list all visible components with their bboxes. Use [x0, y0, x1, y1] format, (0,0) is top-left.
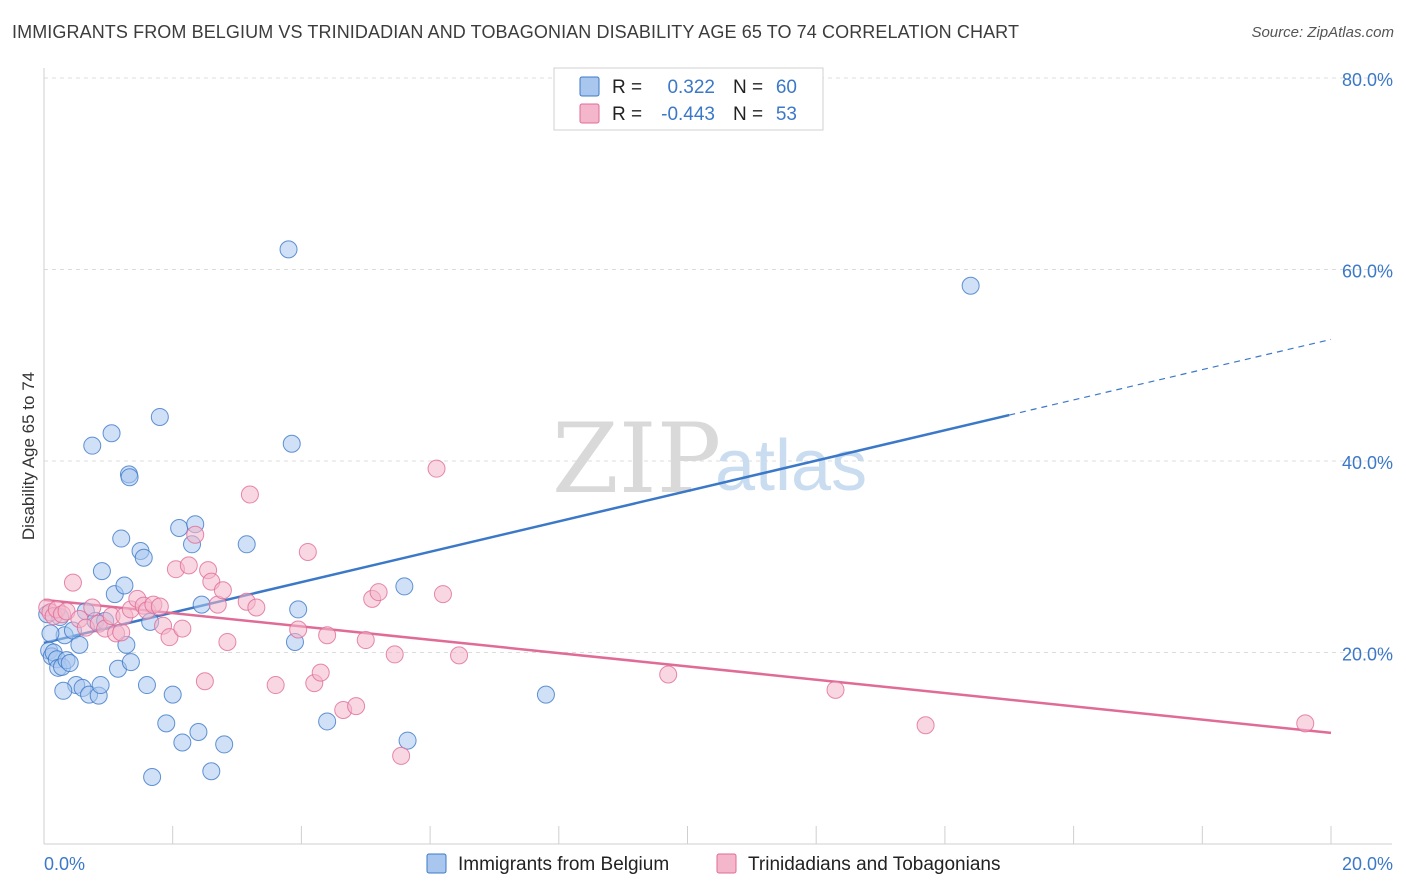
- watermark-zip: ZIP: [552, 403, 721, 515]
- blue-data-point: [157, 714, 176, 733]
- blue-data-point: [137, 676, 156, 695]
- bottom-legend-label-pink: Trinidadians and Tobagonians: [748, 854, 1000, 875]
- pink-data-point: [318, 626, 337, 645]
- pink-data-point: [347, 697, 366, 716]
- blue-data-point: [202, 762, 221, 781]
- blue-data-point: [237, 535, 256, 554]
- x-tick-label: 20.0%: [1342, 854, 1393, 874]
- correlation-legend: R = 0.322 N = 60 R = -0.443 N = 53: [553, 67, 824, 131]
- blue-data-point: [91, 676, 110, 695]
- pink-data-point: [826, 680, 845, 699]
- blue-data-point: [215, 735, 234, 754]
- pink-data-point: [356, 631, 375, 650]
- pink-data-point: [186, 525, 205, 544]
- y-tick-label: 40.0%: [1342, 453, 1393, 473]
- legend-r-value-2: -0.443: [661, 104, 715, 125]
- blue-data-point: [150, 407, 169, 426]
- gridlines: [44, 77, 1392, 653]
- pink-data-point: [392, 746, 411, 765]
- legend-r-label-2: R =: [612, 104, 642, 125]
- pink-data-point: [450, 646, 469, 665]
- axes: [43, 68, 1392, 845]
- blue-data-point: [173, 733, 192, 752]
- pink-data-point: [266, 676, 285, 695]
- blue-data-point: [398, 731, 417, 750]
- pink-data-point: [213, 581, 232, 600]
- blue-trend-extension: [1009, 338, 1332, 416]
- blue-data-point: [121, 653, 140, 672]
- blue-data-point: [289, 600, 308, 619]
- blue-data-point: [395, 577, 414, 596]
- blue-data-point: [318, 712, 337, 731]
- legend-n-label-2: N =: [733, 104, 763, 125]
- legend-r-value-1: 0.322: [667, 77, 715, 98]
- pink-trend-line: [43, 598, 1332, 735]
- blue-data-point: [70, 635, 89, 654]
- blue-data-point: [54, 681, 73, 700]
- pink-data-point: [112, 623, 131, 642]
- y-tick-label: 20.0%: [1342, 645, 1393, 665]
- pink-data-point: [195, 672, 214, 691]
- y-tick-label: 60.0%: [1342, 262, 1393, 282]
- pink-data-point: [369, 583, 388, 602]
- pink-data-point: [218, 632, 237, 651]
- blue-data-point: [92, 562, 111, 581]
- pink-data-point: [427, 459, 446, 478]
- data-points: [38, 240, 1315, 786]
- pink-data-point: [160, 628, 179, 647]
- blue-data-point: [143, 767, 162, 786]
- bottom-legend-label-blue: Immigrants from Belgium: [458, 854, 669, 875]
- blue-data-point: [83, 436, 102, 455]
- legend-n-value-1: 60: [776, 77, 797, 98]
- blue-data-point: [279, 240, 298, 259]
- series-legend: Immigrants from Belgium Trinidadians and…: [426, 853, 1000, 875]
- blue-data-point: [102, 424, 121, 443]
- blue-data-point: [189, 722, 208, 741]
- blue-data-point: [112, 529, 131, 548]
- pink-data-point: [83, 598, 102, 617]
- pink-data-point: [179, 556, 198, 575]
- pink-data-point: [247, 598, 266, 617]
- blue-data-point: [60, 654, 79, 673]
- pink-data-point: [916, 716, 935, 735]
- blue-data-point: [115, 576, 134, 595]
- blue-data-point: [120, 468, 139, 487]
- blue-data-point: [170, 519, 189, 538]
- blue-data-point: [536, 685, 555, 704]
- legend-n-value-2: 53: [776, 104, 797, 125]
- tick-labels: 20.0% 40.0% 60.0% 80.0% 0.0% 20.0%: [44, 70, 1393, 874]
- pink-data-point: [298, 542, 317, 561]
- chart-title: IMMIGRANTS FROM BELGIUM VS TRINIDADIAN A…: [12, 22, 1020, 42]
- pink-data-point: [385, 645, 404, 664]
- y-tick-label: 80.0%: [1342, 70, 1393, 90]
- blue-data-point: [134, 548, 153, 567]
- blue-data-point: [163, 685, 182, 704]
- legend-r-label-1: R =: [612, 77, 642, 98]
- blue-data-point: [41, 624, 60, 643]
- legend-swatch-pink: [579, 103, 600, 124]
- pink-data-point: [289, 620, 308, 639]
- blue-data-point: [282, 434, 301, 453]
- pink-data-point: [659, 665, 678, 684]
- legend-n-label-1: N =: [733, 77, 763, 98]
- bottom-legend-swatch-blue: [426, 853, 447, 874]
- pink-data-point: [1296, 714, 1315, 733]
- blue-data-point: [192, 595, 211, 614]
- x-tick-label: 0.0%: [44, 854, 85, 874]
- pink-data-point: [240, 485, 259, 504]
- pink-data-point: [311, 663, 330, 682]
- trend-lines: [43, 338, 1332, 735]
- y-axis-label: Disability Age 65 to 74: [19, 372, 38, 540]
- pink-data-point: [63, 573, 82, 592]
- bottom-legend-swatch-pink: [716, 853, 737, 874]
- legend-swatch-blue: [579, 76, 600, 97]
- source-label: Source: ZipAtlas.com: [1251, 24, 1394, 41]
- pink-data-point: [150, 597, 169, 616]
- blue-data-point: [961, 276, 980, 295]
- pink-data-point: [433, 585, 452, 604]
- pink-data-point: [173, 619, 192, 638]
